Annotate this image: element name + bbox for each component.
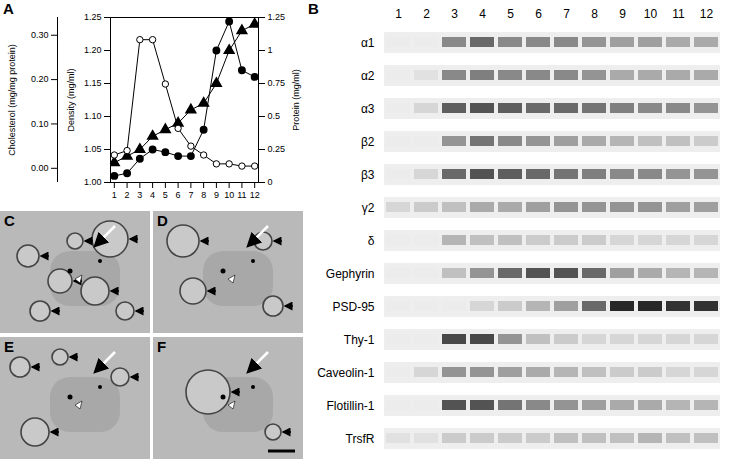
svg-text:0.5: 0.5 [268, 111, 281, 121]
svg-text:1.15: 1.15 [84, 78, 102, 88]
svg-text:α2: α2 [361, 69, 375, 83]
svg-text:10: 10 [224, 190, 234, 200]
svg-text:D: D [157, 212, 168, 229]
svg-text:9: 9 [214, 190, 219, 200]
svg-text:0.75: 0.75 [268, 78, 286, 88]
svg-text:1: 1 [268, 45, 273, 55]
svg-text:Caveolin-1: Caveolin-1 [317, 366, 375, 380]
svg-text:γ2: γ2 [362, 201, 375, 215]
svg-text:1.25: 1.25 [268, 12, 286, 22]
svg-text:0: 0 [268, 177, 273, 187]
html-text:B: B [308, 0, 319, 17]
svg-text:0.20: 0.20 [31, 74, 49, 84]
svg-text:1.20: 1.20 [84, 45, 102, 55]
svg-text:β3: β3 [361, 168, 375, 182]
svg-text:4: 4 [150, 190, 155, 200]
svg-text:β2: β2 [361, 135, 375, 149]
svg-text:δ: δ [368, 234, 375, 248]
svg-text:0.30: 0.30 [31, 30, 49, 40]
svg-text:PSD-95: PSD-95 [332, 300, 374, 314]
svg-text:Flotillin-1: Flotillin-1 [326, 399, 374, 413]
svg-text:Density (mg/ml): Density (mg/ml) [66, 68, 76, 131]
svg-text:12: 12 [250, 190, 260, 200]
svg-text:12: 12 [700, 7, 714, 21]
svg-text:0.25: 0.25 [268, 144, 286, 154]
svg-text:8: 8 [591, 7, 598, 21]
svg-text:Gephyrin: Gephyrin [326, 267, 375, 281]
svg-text:2: 2 [125, 190, 130, 200]
svg-text:Protein (mg/ml): Protein (mg/ml) [291, 69, 301, 131]
svg-text:0.00: 0.00 [31, 163, 49, 173]
svg-text:3: 3 [451, 7, 458, 21]
svg-text:7: 7 [188, 190, 193, 200]
svg-text:F: F [157, 338, 166, 355]
html-text:A: A [3, 0, 14, 17]
svg-text:11: 11 [237, 190, 246, 200]
svg-text:3: 3 [137, 190, 142, 200]
svg-text:8: 8 [201, 190, 206, 200]
svg-text:C: C [4, 212, 15, 229]
svg-text:1.25: 1.25 [84, 12, 102, 22]
svg-text:6: 6 [535, 7, 542, 21]
svg-text:11: 11 [672, 7, 685, 21]
svg-text:E: E [4, 338, 14, 355]
svg-text:6: 6 [176, 190, 181, 200]
svg-text:α3: α3 [361, 102, 375, 116]
svg-text:1: 1 [395, 7, 402, 21]
svg-text:0.10: 0.10 [31, 119, 49, 129]
svg-text:5: 5 [507, 7, 514, 21]
svg-text:4: 4 [479, 7, 486, 21]
svg-text:10: 10 [644, 7, 658, 21]
svg-text:2: 2 [423, 7, 430, 21]
svg-text:5: 5 [163, 190, 168, 200]
svg-text:Thy-1: Thy-1 [344, 333, 375, 347]
svg-text:7: 7 [563, 7, 570, 21]
svg-text:Cholesterol (mg/mg protein): Cholesterol (mg/mg protein) [7, 44, 17, 156]
svg-text:TrsfR: TrsfR [346, 432, 375, 446]
svg-text:α1: α1 [361, 36, 375, 50]
svg-text:1.10: 1.10 [84, 111, 102, 121]
svg-text:1.00: 1.00 [84, 177, 102, 187]
svg-text:9: 9 [619, 7, 626, 21]
svg-text:1.05: 1.05 [84, 144, 102, 154]
svg-text:1: 1 [112, 190, 117, 200]
